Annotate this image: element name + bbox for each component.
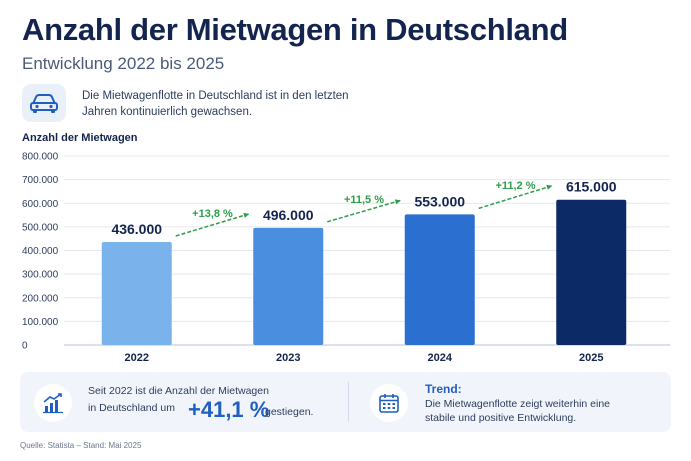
growth-arrow (175, 213, 250, 237)
x-tick-label: 2024 (428, 352, 453, 364)
car-icon (22, 84, 66, 122)
bar-chart: Anzahl der Mietwagen 0 100.000 200.000 300.… (22, 132, 670, 364)
page-subtitle: Entwicklung 2022 bis 2025 (22, 54, 225, 73)
y-tick-label: 500.000 (22, 222, 59, 233)
y-axis-title: Anzahl der Mietwagen (22, 132, 138, 144)
bar-2024 (404, 214, 475, 345)
trend-title: Trend: (425, 382, 462, 396)
calendar-icon (370, 384, 408, 422)
summary-panel: Seit 2022 ist die Anzahl der Mietwagen in… (20, 372, 671, 432)
growth-arrow (478, 184, 553, 210)
page-title: Anzahl der Mietwagen in Deutschland (22, 12, 568, 47)
trend-text: Die Mietwagenflotte zeigt weiterhin eine… (425, 398, 611, 424)
bar-2023 (253, 227, 324, 345)
y-tick-label: 400.000 (22, 246, 59, 257)
x-tick-label: 2025 (579, 352, 603, 364)
x-tick-label: 2023 (276, 352, 300, 364)
growth-summary-suffix: gestiegen. (265, 406, 314, 418)
growth-label: +13,8 % (192, 208, 233, 220)
y-tick-label: 800.000 (22, 152, 59, 163)
bar-value-label: 553.000 (414, 193, 465, 209)
growth-arrow-head (243, 212, 250, 218)
growth-arrow (327, 199, 401, 223)
y-tick-label: 300.000 (22, 270, 59, 281)
bar-2022 (101, 241, 172, 345)
bar-value-label: 496.000 (263, 207, 314, 223)
x-tick-label: 2022 (125, 352, 149, 364)
bar-value-label: 436.000 (111, 221, 162, 237)
source-note: Quelle: Statista – Stand: Mai 2025 (20, 441, 142, 450)
bar-value-label: 615.000 (566, 179, 617, 195)
y-tick-label: 200.000 (22, 293, 59, 304)
growth-summary-text: Seit 2022 ist die Anzahl der Mietwagen in… (88, 385, 269, 414)
chart-growth-icon (34, 384, 72, 422)
y-tick-label: 700.000 (22, 175, 59, 186)
y-tick-label: 100.000 (22, 317, 59, 328)
growth-arrow-head (394, 199, 401, 205)
bar-2025 (556, 199, 627, 345)
growth-arrow-head (546, 184, 553, 190)
y-tick-label: 600.000 (22, 199, 59, 210)
growth-total-value: +41,1 % (188, 397, 270, 422)
info-text: Die Mietwagenflotte in Deutschland ist i… (82, 90, 349, 118)
summary-divider (348, 382, 349, 422)
y-tick-label: 0 (22, 341, 28, 352)
growth-label: +11,2 % (495, 180, 535, 192)
growth-label: +11,5 % (344, 194, 384, 206)
